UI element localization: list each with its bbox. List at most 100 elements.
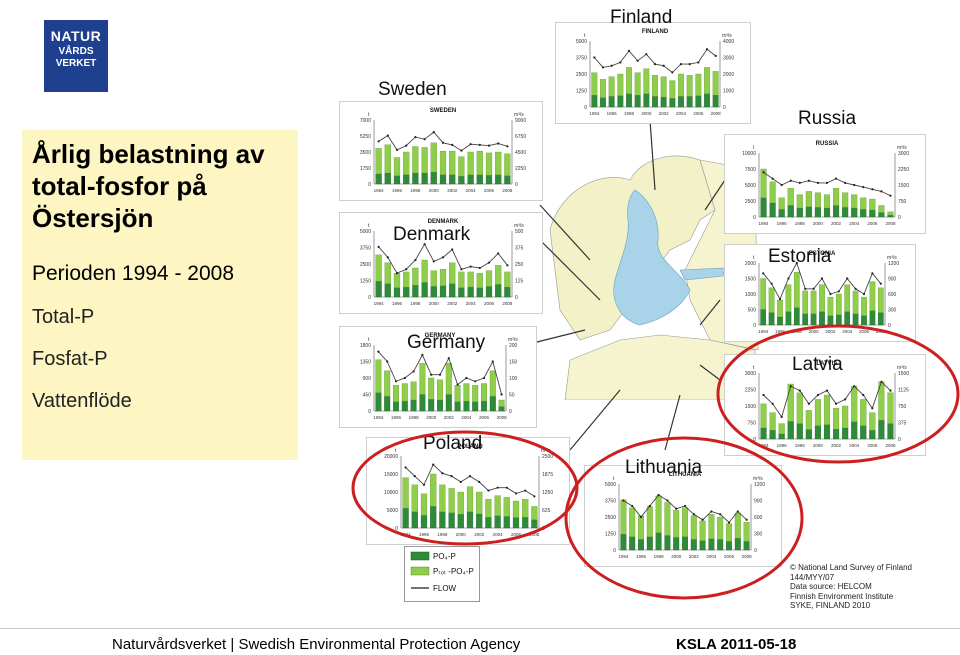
bar-ptot bbox=[652, 75, 658, 97]
flow-point bbox=[771, 402, 774, 405]
bar-ptot bbox=[485, 270, 493, 287]
label-germany: Germany bbox=[407, 332, 486, 353]
y-tick-label-right: 125 bbox=[515, 279, 524, 285]
flow-point bbox=[430, 373, 433, 376]
y-tick-label-left: 15000 bbox=[384, 472, 398, 478]
unit-left: t bbox=[368, 112, 370, 118]
chart-denmark: DENMARK t m³/s 0 0 1250 125 2500 250 3750 375 5000 5… bbox=[360, 219, 524, 306]
flow-point bbox=[719, 513, 722, 516]
x-tick-label: 2006 bbox=[511, 532, 522, 537]
flow-point bbox=[377, 245, 380, 248]
panel-finland: FINLAND t m³/s 0 0 1250 1000 2500 2000 3750 3000 50… bbox=[555, 22, 751, 124]
bar-ptot bbox=[851, 194, 858, 209]
bar-ptot bbox=[403, 151, 410, 176]
flow-point bbox=[423, 243, 426, 246]
logo-line-2: VÅRDS bbox=[58, 46, 94, 57]
bar-ptot bbox=[421, 259, 428, 283]
bar-ptot bbox=[504, 271, 511, 288]
flow-point bbox=[478, 143, 481, 146]
x-tick-label: 2006 bbox=[484, 188, 495, 193]
bar-ptot bbox=[629, 507, 636, 537]
x-tick-label: 2008 bbox=[711, 111, 722, 116]
y-tick-label-left: 10000 bbox=[384, 490, 398, 496]
label-estonia: Estonia bbox=[768, 246, 832, 267]
bar-ptot bbox=[819, 284, 825, 312]
flow-point bbox=[412, 370, 415, 373]
flow-point bbox=[404, 466, 407, 469]
bar-ptot bbox=[760, 278, 767, 310]
y-tick-label-left: 2500 bbox=[605, 515, 616, 521]
baltic-sea bbox=[613, 189, 691, 326]
y-tick-label-right: 3000 bbox=[723, 56, 734, 62]
x-tick-label: 1996 bbox=[775, 329, 786, 334]
bar-ptot bbox=[600, 79, 606, 98]
bar-ptot bbox=[485, 499, 492, 518]
flow-point bbox=[880, 190, 883, 193]
bar-ptot bbox=[448, 488, 455, 514]
unit-left: t bbox=[753, 145, 755, 151]
flow-point bbox=[653, 63, 657, 66]
x-tick-label: 2004 bbox=[706, 554, 717, 559]
x-tick-label: 2006 bbox=[724, 554, 735, 559]
unit-left: t bbox=[753, 255, 755, 261]
y-tick-label-right: 0 bbox=[509, 409, 512, 415]
bar-ptot bbox=[403, 271, 410, 288]
y-tick-label-right: 2250 bbox=[898, 167, 909, 173]
bar-ptot bbox=[466, 486, 474, 512]
y-tick-label-right: 150 bbox=[509, 360, 518, 366]
bar-ptot bbox=[643, 68, 650, 94]
y-tick-label-left: 0 bbox=[584, 105, 587, 111]
flow-point bbox=[705, 48, 709, 51]
label-finland: Finland bbox=[610, 7, 673, 28]
flow-point bbox=[469, 143, 472, 146]
bar-ptot bbox=[877, 287, 884, 313]
y-tick-label-left: 3500 bbox=[360, 150, 371, 156]
bar-ptot bbox=[814, 399, 821, 426]
bar-ptot bbox=[489, 370, 496, 397]
bar-ptot bbox=[428, 377, 435, 400]
flow-point bbox=[459, 480, 462, 484]
x-tick-label: 1996 bbox=[392, 301, 403, 306]
oval-poland bbox=[351, 430, 579, 546]
flow-point bbox=[807, 179, 810, 182]
flow-point bbox=[825, 181, 829, 184]
bar-ptot bbox=[402, 477, 409, 509]
chart-inner-title: GERMANY bbox=[425, 333, 456, 339]
y-tick-label-left: 2500 bbox=[576, 72, 587, 78]
bar-ptot bbox=[375, 359, 382, 393]
legend-text-vattenflode: Vattenflöde bbox=[32, 390, 132, 412]
y-tick-label-left: 0 bbox=[368, 182, 371, 188]
chart-sweden: SWEDEN t m³/s 0 0 1750 2250 3500 4500 5250 6750 700… bbox=[360, 108, 526, 193]
bar-ptot bbox=[472, 385, 479, 402]
bar-ptot bbox=[835, 293, 842, 315]
x-tick-label: 2002 bbox=[447, 188, 458, 193]
flow-point bbox=[879, 282, 882, 285]
x-tick-label: 1996 bbox=[777, 221, 788, 226]
bar-ptot bbox=[673, 510, 680, 538]
flow-point bbox=[736, 510, 739, 513]
credit-line: SYKE, FINLAND 2010 bbox=[790, 601, 871, 610]
flow-point bbox=[701, 518, 704, 521]
y-tick-label-right: 0 bbox=[723, 105, 726, 111]
bar-ptot bbox=[430, 270, 437, 287]
bar-ptot bbox=[531, 506, 538, 520]
unit-left: t bbox=[395, 448, 397, 454]
bar-ptot bbox=[712, 71, 719, 96]
bar-ptot bbox=[699, 520, 706, 541]
y-tick-label-left: 20000 bbox=[384, 454, 398, 460]
x-tick-label: 2000 bbox=[429, 301, 440, 306]
bar-ptot bbox=[384, 262, 391, 284]
bar-ptot bbox=[842, 405, 849, 429]
flow-point bbox=[405, 144, 408, 147]
bar-ptot bbox=[439, 484, 446, 512]
y-tick-label-left: 2250 bbox=[745, 388, 756, 394]
unit-left: t bbox=[613, 476, 615, 482]
chart-finland: FINLAND t m³/s 0 0 1250 1000 2500 2000 3750 3000 50… bbox=[576, 29, 734, 116]
y-tick-label-left: 5000 bbox=[745, 183, 756, 189]
y-tick-label-left: 750 bbox=[748, 421, 757, 427]
y-tick-label-left: 0 bbox=[753, 437, 756, 443]
bar-ptot bbox=[690, 515, 697, 540]
flow-point bbox=[862, 393, 865, 397]
